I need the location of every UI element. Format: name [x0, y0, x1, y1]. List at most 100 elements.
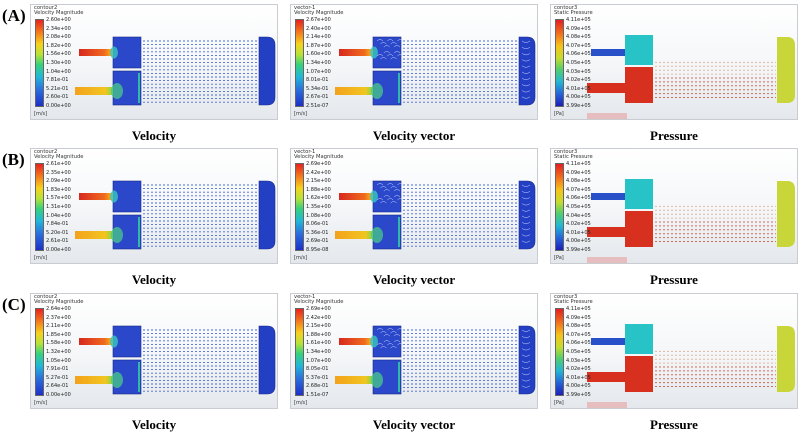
colorbar-tick-label: 1.04e+00	[46, 212, 71, 219]
colorbar	[295, 308, 304, 396]
colorbar-tick-label: 4.11e+05	[566, 161, 591, 167]
pressure-field	[587, 35, 795, 119]
vector-field	[335, 180, 536, 250]
legend-title: Velocity Magnitude	[294, 10, 344, 17]
outlet-tank	[258, 180, 276, 250]
legend-header: contour2 Velocity Magnitude	[34, 149, 83, 161]
upper-inlet-jet	[591, 49, 625, 56]
pressure-panel: contour3 Static Pressure 4.11e+05 4.09e+05 4…	[550, 4, 798, 120]
lower-inlet-jet	[75, 376, 113, 384]
flow-domain	[587, 179, 795, 263]
colorbar-tick-label: 4.01e+05	[566, 374, 591, 381]
upper-inlet-jet	[591, 338, 625, 345]
colorbar-tick-label: 1.56e+00	[46, 51, 71, 58]
colorbar-tick-label: 8.06e-01	[306, 221, 329, 228]
flow-domain	[75, 36, 276, 106]
legend-title: Velocity Magnitude	[294, 299, 344, 306]
colorbar	[35, 19, 44, 107]
colorbar-tick-label: 2.61e-01	[46, 238, 69, 245]
colorbar-tick-label: 2.35e+00	[46, 169, 71, 176]
lower-chamber	[625, 67, 653, 103]
legend-id: vector-1	[294, 149, 316, 155]
colorbar-tick-label: 0.00e+00	[46, 392, 71, 398]
legend-title: Static Pressure	[554, 10, 593, 17]
upper-inlet-jet	[339, 338, 373, 345]
velocity-caption: Velocity	[131, 128, 177, 143]
colorbar-tick-label: 1.60e+00	[306, 51, 331, 58]
colorbar-tick-label: 4.01e+05	[566, 85, 591, 92]
colorbar-tick-label: 7.84e-01	[46, 221, 69, 228]
colorbar-tick-label: 4.00e+05	[566, 238, 591, 245]
unit-label: [Pa]	[554, 400, 564, 406]
colorbar-ticks: 4.11e+05 4.09e+05 4.08e+05 4.07e+05 4.06e+05…	[566, 17, 606, 109]
unit-label: [m/s]	[294, 255, 308, 261]
colorbar-tick-label: 2.67e+00	[306, 17, 331, 23]
colorbar-tick-label: 4.02e+05	[566, 366, 591, 373]
vector-panel: vector-1 Velocity Magnitude 2.67e+00 2.40e+…	[290, 4, 538, 120]
colorbar-tick-label: 4.00e+05	[566, 94, 591, 101]
colorbar-tick-label: 4.02e+05	[566, 221, 591, 228]
colorbar-tick-label: 1.05e+00	[46, 357, 71, 364]
colorbar-tick-label: 8.01e-01	[306, 77, 329, 84]
vector-caption: Velocity vector	[372, 272, 456, 287]
colorbar-tick-label: 4.07e+05	[566, 186, 591, 193]
colorbar-ticks: 2.61e+00 2.35e+00 2.09e+00 1.83e+00 1.57e+00…	[46, 161, 86, 253]
colorbar-tick-label: 1.34e+00	[306, 60, 331, 66]
colorbar-tick-label: 4.08e+05	[566, 34, 591, 41]
row-label: (A)	[2, 6, 26, 25]
outlet-tank	[777, 326, 795, 392]
pressure-caption: Pressure	[650, 128, 698, 143]
outlet-tank	[518, 180, 536, 250]
colorbar	[555, 19, 564, 107]
colorbar-tick-label: 4.08e+05	[566, 323, 591, 330]
upper-inlet-jet	[79, 193, 113, 200]
colorbar-tick-label: 1.88e+00	[306, 331, 331, 338]
colorbar-tick-label: 2.64e+00	[46, 306, 71, 312]
colorbar-tick-label: 2.51e-07	[306, 103, 329, 109]
velocity-panel: contour2 Velocity Magnitude 2.64e+00 2.37e+…	[30, 293, 278, 409]
colorbar-tick-label: 2.69e+00	[306, 161, 331, 167]
upper-chamber	[625, 179, 653, 209]
colorbar-tick-label: 4.09e+05	[566, 314, 591, 321]
colorbar-tick-label: 3.99e+05	[566, 392, 591, 398]
colorbar-tick-label: 4.04e+05	[566, 212, 591, 219]
colorbar-tick-label: 5.34e-01	[306, 85, 329, 92]
colorbar-tick-label: 2.40e+00	[306, 25, 331, 32]
vector-caption: Velocity vector	[372, 417, 456, 432]
velocity-field	[75, 36, 276, 106]
vector-field	[335, 36, 536, 106]
colorbar-tick-label: 4.06e+05	[566, 340, 591, 347]
colorbar-tick-label: 4.02e+05	[566, 77, 591, 84]
colorbar-tick-label: 2.61e+00	[46, 161, 71, 167]
lower-chamber	[112, 214, 142, 250]
colorbar-tick-label: 4.00e+05	[566, 383, 591, 390]
unit-label: [Pa]	[554, 111, 564, 117]
legend-header: vector-1 Velocity Magnitude	[294, 294, 344, 306]
lower-inlet-jet	[587, 83, 625, 93]
legend-header: contour2 Velocity Magnitude	[34, 5, 83, 17]
flow-domain	[75, 325, 276, 395]
colorbar-tick-label: 1.82e+00	[46, 42, 71, 49]
colorbar-tick-label: 4.09e+05	[566, 25, 591, 32]
colorbar-ticks: 2.69e+00 2.42e+00 2.15e+00 1.88e+00 1.62e+00…	[306, 161, 346, 253]
colorbar-tick-label: 2.60e-01	[46, 94, 69, 101]
colorbar	[295, 19, 304, 107]
unit-label: [m/s]	[34, 255, 48, 261]
outlet-tank	[518, 325, 536, 395]
lower-inlet-jet	[75, 87, 113, 95]
outlet-tank	[258, 325, 276, 395]
velocity-field	[75, 180, 276, 250]
legend-id: contour3	[554, 5, 578, 11]
colorbar-tick-label: 1.51e-07	[306, 392, 329, 398]
velocity-caption: Velocity	[131, 417, 177, 432]
colorbar-tick-label: 4.07e+05	[566, 331, 591, 338]
colorbar-tick-label: 7.91e-01	[46, 366, 69, 373]
colorbar-tick-label: 4.06e+05	[566, 51, 591, 58]
legend-header: contour3 Static Pressure	[554, 5, 593, 17]
colorbar	[35, 163, 44, 251]
colorbar-tick-label: 1.61e+00	[306, 340, 331, 347]
colorbar-tick-label: 1.87e+00	[306, 42, 331, 49]
colorbar-tick-label: 8.05e-01	[306, 366, 329, 373]
upper-inlet-jet	[339, 49, 373, 56]
colorbar-tick-label: 4.03e+05	[566, 357, 591, 364]
